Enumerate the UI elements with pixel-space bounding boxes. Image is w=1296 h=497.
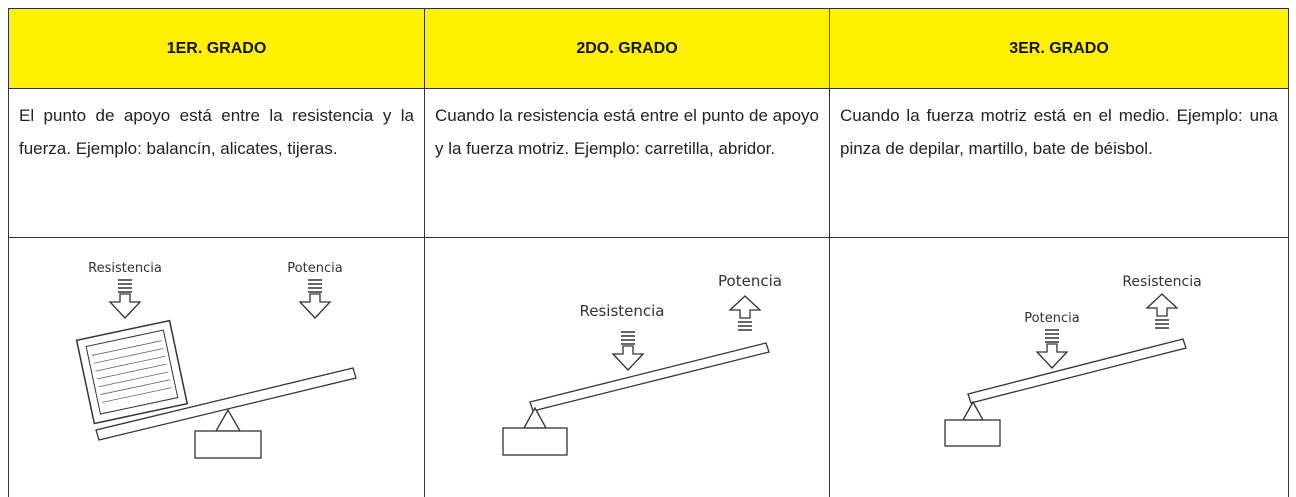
diagram-cell [424, 237, 829, 497]
diagram-label: Resistencia [1122, 274, 1201, 290]
diagram-label: Resistencia [580, 302, 665, 320]
diagram-cell [829, 237, 1289, 497]
diagram-label: Potencia [718, 272, 782, 290]
diagram-label: Resistencia [88, 261, 162, 276]
diagram-cell [8, 237, 424, 497]
header-cell: 2DO. GRADO [424, 8, 829, 88]
diagram-label: Potencia [287, 261, 342, 276]
description-cell: Cuando la fuerza motriz está en el medio… [829, 88, 1289, 237]
description-cell: Cuando la resistencia está entre el punt… [424, 88, 829, 237]
description-cell: El punto de apoyo está entre la resisten… [8, 88, 424, 237]
header-cell: 3ER. GRADO [829, 8, 1289, 88]
header-cell: 1ER. GRADO [8, 8, 424, 88]
diagram-label: Potencia [1024, 311, 1079, 326]
